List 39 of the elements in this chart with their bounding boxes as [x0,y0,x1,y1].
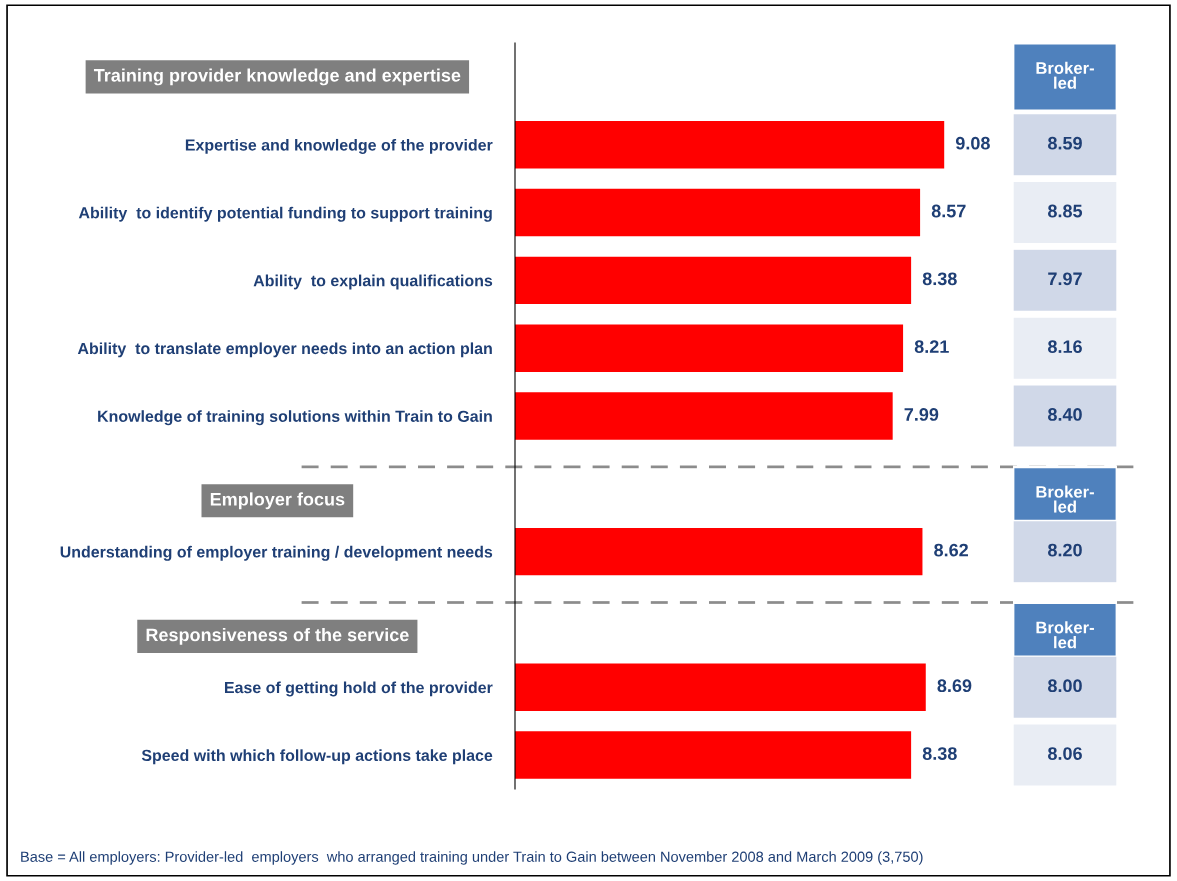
data-label: 8.38 [922,272,957,286]
chart-title: Broker- led [1036,61,1094,89]
y-tick-label: Expertise and knowledge of the provider [185,138,493,154]
data-label: 9.08 [955,136,990,150]
text: Employer focus [210,492,345,510]
y-tick-label: Understanding of employer training / development needs [60,545,493,561]
y-tick-label: Ability to explain qualifications [253,274,493,290]
text: Responsiveness of the service [146,627,409,645]
bar [515,120,945,169]
y-tick-label: Speed with which follow-up actions take place [141,749,493,765]
chart-title: Broker- led [1036,621,1094,649]
data-label: 8.21 [914,340,949,354]
bar [515,256,912,305]
bar [515,188,921,237]
data-label: 7.97 [1048,272,1082,286]
data-label: 8.06 [1048,747,1082,760]
bar [515,527,923,576]
text: Training provider knowledge and expertise [93,68,461,86]
data-label: 8.00 [1048,679,1082,693]
bar [515,324,904,372]
data-label: 8.62 [934,543,968,557]
data-label: 8.40 [1048,408,1082,421]
y-tick-label: Ability to identify potential funding to support training [78,206,492,222]
y-tick-label: Ease of getting hold of the provider [224,681,493,697]
data-label: 8.16 [1048,340,1082,354]
bar [515,663,926,712]
bar [515,392,893,440]
y-tick-label: Knowledge of training solutions within Train to Gain [98,410,492,426]
data-label: 8.57 [931,204,966,218]
data-label: 8.85 [1048,204,1083,218]
data-label: 8.20 [1048,543,1082,557]
text: Base = All employers: Provider-led employers who arranged training under Train to Gain between November 2008 and March 2009 (3,750) [21,851,923,865]
text: Broker- led [1036,485,1094,513]
y-tick-label: Ability to translate employer needs into an action plan [77,342,492,358]
data-label: 8.59 [1048,136,1082,150]
data-label: 7.99 [904,408,939,421]
data-label: 8.38 [922,747,957,760]
data-label: 8.69 [937,679,972,693]
bar [515,731,912,779]
